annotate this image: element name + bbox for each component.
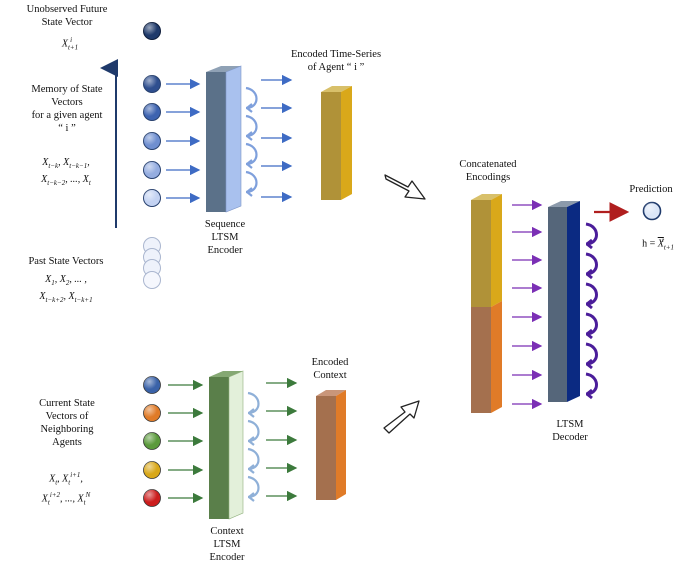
memory-state-dots xyxy=(143,75,161,207)
concatenated-label: Concatenated Encodings xyxy=(446,158,530,184)
encoded-timeseries-block xyxy=(321,86,352,200)
seq-encoder-line2: LTSM xyxy=(211,232,239,243)
future-state-dot xyxy=(143,22,161,40)
memory-label-line4: “ i ” xyxy=(58,123,76,134)
future-label-line1: Unobserved Future xyxy=(26,4,108,15)
seq-loop-head xyxy=(246,131,253,141)
neighbor-state-dots xyxy=(143,376,161,507)
neighbor-input-arrows xyxy=(168,379,204,504)
sequence-encoder-recurrent-loops xyxy=(245,86,258,197)
ctx-loop-head xyxy=(248,492,255,502)
neighbor-dot-shine xyxy=(143,404,161,422)
seq-encoder-line1: Sequence xyxy=(204,219,246,230)
encoded-context-block xyxy=(316,390,346,500)
past-state-dots xyxy=(143,237,161,289)
encoded-context-line2: Context xyxy=(313,370,347,381)
memory-label-line2: Vectors xyxy=(51,97,83,108)
encoded-context-label: Encoded Context xyxy=(300,356,360,382)
sequence-encoder-block xyxy=(206,65,242,213)
context-encoder-recurrent-loops xyxy=(247,391,260,502)
memory-dot-shine xyxy=(143,132,161,150)
seq-loop-head xyxy=(246,103,253,113)
memory-label-line1: Memory of State xyxy=(31,84,103,95)
neighbor-dot-shine xyxy=(143,376,161,394)
seq-loop-head xyxy=(246,159,253,169)
neighbor-dot-shine xyxy=(143,461,161,479)
encoded-context-line1: Encoded xyxy=(311,357,349,368)
concatenated-line1: Concatenated xyxy=(459,159,517,170)
memory-math: Xt−k, Xt−k−1, Xt−k−2, ..., Xt xyxy=(41,157,91,187)
past-state-label: Past State Vectors xyxy=(28,256,104,267)
memory-dot-shine xyxy=(143,161,161,179)
ctx-encoder-line2: LTSM xyxy=(213,539,241,550)
decoder-loop-head xyxy=(586,238,593,250)
prediction-label: Prediction xyxy=(629,184,673,195)
memory-dot-shine xyxy=(143,103,161,121)
prediction-dot xyxy=(642,201,662,221)
prediction-formula: h = Xt+1i xyxy=(642,236,674,252)
ctx-loop-head xyxy=(248,408,255,418)
decoder-block xyxy=(548,201,580,402)
current-label-line2: Vectors of xyxy=(45,411,89,422)
ctx-loop-head xyxy=(248,436,255,446)
decoder-line1: LTSM xyxy=(556,419,584,430)
context-encoder-label: Context LTSM Encoder xyxy=(192,525,262,564)
memory-dot-shine xyxy=(143,75,161,93)
current-label-line3: Neighboring xyxy=(40,424,94,435)
encoded-ts-line2: of Agent “ i ” xyxy=(307,62,365,73)
ctx-encoder-line1: Context xyxy=(210,526,244,537)
neighbor-dot-shine xyxy=(143,432,161,450)
sequence-encoder-label: Sequence LTSM Encoder xyxy=(190,218,260,257)
memory-input-arrows xyxy=(166,78,201,204)
concatenated-encodings-block xyxy=(471,194,502,413)
decoder-line2: Decoder xyxy=(552,432,588,443)
context-encoder-output-arrows xyxy=(266,377,298,502)
decoder-loop-head xyxy=(586,388,593,400)
decoder-loop-head xyxy=(586,268,593,280)
outline-arrow-bottom xyxy=(383,400,420,434)
decoder-recurrent-loops xyxy=(585,222,598,400)
ctx-loop-head xyxy=(248,464,255,474)
encoded-timeseries-label: Encoded Time-Series of Agent “ i ” xyxy=(276,48,396,74)
memory-label: Memory of State Vectors for a given agen… xyxy=(20,83,114,135)
current-label-line4: Agents xyxy=(52,437,82,448)
ctx-encoder-line3: Encoder xyxy=(209,552,245,563)
context-encoder-block xyxy=(209,370,244,520)
decoder-label: LTSM Decoder xyxy=(540,418,600,444)
future-state-symbol: Xt+1i xyxy=(61,36,79,52)
future-state-label: Unobserved Future State Vector xyxy=(20,3,114,29)
decoder-loop-head xyxy=(586,358,593,370)
future-label-line2: State Vector xyxy=(41,17,93,28)
memory-label-line3: for a given agent xyxy=(31,110,103,121)
decoder-loop-head xyxy=(586,298,593,310)
outline-arrow-top xyxy=(384,174,426,200)
sequence-encoder-output-arrows xyxy=(261,74,293,203)
current-state-label: Current State Vectors of Neighboring Age… xyxy=(20,397,114,449)
current-state-math: Xt, Xti+1, Xti+2, ..., XtN xyxy=(41,471,91,507)
encoded-ts-line1: Encoded Time-Series xyxy=(290,49,382,60)
concat-to-decoder-arrows xyxy=(512,199,543,410)
seq-encoder-line3: Encoder xyxy=(207,245,243,256)
memory-dot-shine xyxy=(143,189,161,207)
seq-loop-head xyxy=(246,187,253,197)
neighbor-dot-shine xyxy=(143,489,161,507)
current-label-line1: Current State xyxy=(39,398,95,409)
past-state-math: X1, X2, ... , Xt−k+2, Xt−k+1 xyxy=(39,274,93,304)
decoder-loop-head xyxy=(586,328,593,340)
concatenated-line2: Encodings xyxy=(465,172,511,183)
